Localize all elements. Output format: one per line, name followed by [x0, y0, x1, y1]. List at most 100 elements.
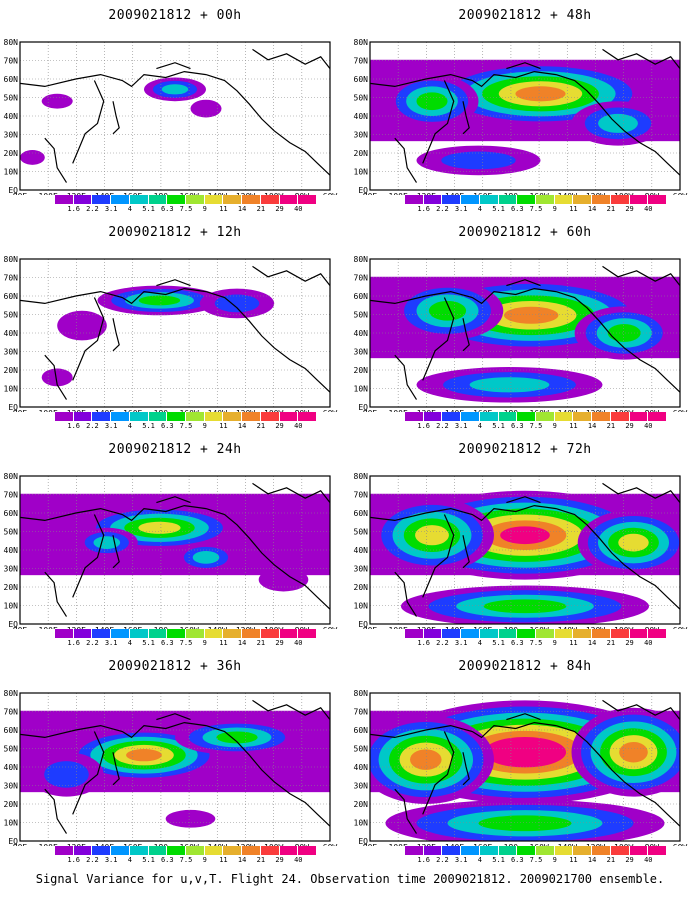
lon-label: 160E — [473, 843, 492, 846]
lat-label: 20N — [354, 800, 369, 809]
panel-title: 2009021812 + 24h — [108, 442, 242, 457]
colorbar-swatch — [129, 846, 149, 855]
lon-label: 100E — [39, 626, 58, 629]
colorbar-label: 4 — [477, 422, 482, 430]
panel-title: 2009021812 + 12h — [108, 225, 242, 240]
lat-label: 50N — [4, 745, 19, 754]
field-contour — [619, 741, 648, 763]
colorbar-swatch — [55, 412, 74, 421]
coastline — [112, 752, 120, 786]
lon-label: 120W — [586, 843, 605, 846]
lon-label: 80W — [295, 626, 310, 629]
lat-label: EQ — [8, 620, 18, 629]
colorbar-label: 40 — [294, 422, 303, 430]
colorbar-label: 29 — [275, 422, 284, 430]
lat-label: 70N — [4, 57, 19, 66]
lon-label: 160W — [179, 192, 198, 195]
colorbar-swatch — [461, 846, 480, 855]
colorbar-swatch — [111, 195, 130, 204]
colorbar: 1.6 2.2 3.1 4 5.1 6.3 7.5 9 11 14 21 29 40 — [55, 412, 318, 432]
coastline — [555, 74, 680, 176]
colorbar-swatch — [73, 629, 93, 638]
coastline — [555, 291, 680, 393]
colorbar-swatch — [517, 846, 537, 855]
colorbar-swatch — [461, 195, 480, 204]
colorbar-swatch — [148, 846, 168, 855]
field-contour — [138, 295, 181, 306]
map-panel: 2009021812 + 60h 80N 70N 60N 50N 40N 30N 20N 10N… — [350, 217, 700, 432]
lat-label: 30N — [4, 565, 19, 574]
colorbar-label: 6.3 — [160, 205, 174, 213]
lat-label: EQ — [358, 620, 368, 629]
colorbar-swatch — [279, 412, 299, 421]
colorbar-swatch — [204, 195, 224, 204]
colorbar-label: 14 — [237, 856, 247, 864]
colorbar-label: 29 — [275, 639, 284, 647]
lat-label: 30N — [354, 348, 369, 357]
colorbar-swatch — [592, 412, 611, 421]
lon-label: 80W — [295, 409, 310, 412]
lat-label: 40N — [4, 546, 19, 555]
colorbar-label: 5.1 — [142, 422, 155, 430]
colorbar-label: 40 — [294, 639, 303, 647]
lat-label: 50N — [354, 94, 369, 103]
lat-label: 70N — [354, 491, 369, 500]
lat-label: 70N — [354, 57, 369, 66]
lon-label: 100E — [39, 409, 58, 412]
coastline — [44, 571, 68, 617]
coastline — [112, 535, 120, 569]
lon-label: 140W — [208, 409, 227, 412]
colorbar-label: 21 — [606, 639, 616, 647]
lon-label: 120E — [417, 626, 436, 629]
coastline — [422, 80, 455, 164]
lat-label: 50N — [4, 311, 19, 320]
lat-label: 70N — [4, 274, 19, 283]
colorbar-label: 11 — [219, 639, 228, 647]
colorbar-swatch — [223, 629, 243, 638]
lon-label: 100W — [614, 409, 633, 412]
colorbar-label: 1.6 — [417, 639, 431, 647]
lat-label: 40N — [4, 329, 19, 338]
colorbar-swatch — [461, 412, 480, 421]
lat-label: 10N — [4, 602, 19, 611]
panel-title: 2009021812 + 36h — [108, 659, 242, 674]
colorbar-swatch — [461, 629, 480, 638]
lat-label: 20N — [354, 149, 369, 158]
colorbar-label: 7.5 — [179, 639, 193, 647]
field-contour — [428, 300, 467, 321]
colorbar-label: 2.2 — [86, 422, 99, 430]
colorbar-swatch — [498, 412, 518, 421]
field-contour — [607, 324, 641, 342]
coastline — [156, 62, 191, 70]
map-panel: 2009021812 + 48h 80N 70N 60N 50N 40N 30N 20N 10N… — [350, 0, 700, 215]
field-contour — [44, 761, 89, 788]
coastline — [44, 354, 68, 400]
colorbar-label: 3.1 — [104, 205, 118, 213]
coastline — [370, 287, 557, 305]
coastline — [205, 291, 330, 393]
coastline — [506, 713, 541, 721]
colorbar-swatch — [442, 629, 462, 638]
variance-map: 80N 70N 60N 50N 40N 30N 20N 10N EQ80E 100E 120E 140… — [4, 689, 338, 846]
lon-label: 160W — [179, 843, 198, 846]
colorbar-label: 2.2 — [86, 639, 99, 647]
colorbar-label: 5.1 — [142, 205, 155, 213]
colorbar-label: 3.1 — [454, 205, 468, 213]
colorbar-label: 1.6 — [67, 639, 81, 647]
colorbar-label: 6.3 — [510, 856, 524, 864]
colorbar-label: 5.1 — [492, 639, 505, 647]
coastline — [72, 514, 105, 598]
field-contour — [618, 533, 649, 552]
lon-label: 180 — [154, 843, 169, 846]
lon-label: 80E — [363, 626, 378, 629]
colorbar-swatch — [442, 195, 462, 204]
colorbar-label: 9 — [202, 205, 207, 213]
coastline — [602, 48, 680, 69]
coastline — [252, 48, 330, 69]
lat-label: 10N — [4, 385, 19, 394]
colorbar-swatch — [186, 195, 205, 204]
colorbar-label: 1.6 — [67, 205, 81, 213]
lon-label: 80E — [363, 192, 378, 195]
panel-title: 2009021812 + 00h — [108, 8, 242, 23]
lon-label: 160E — [123, 409, 142, 412]
